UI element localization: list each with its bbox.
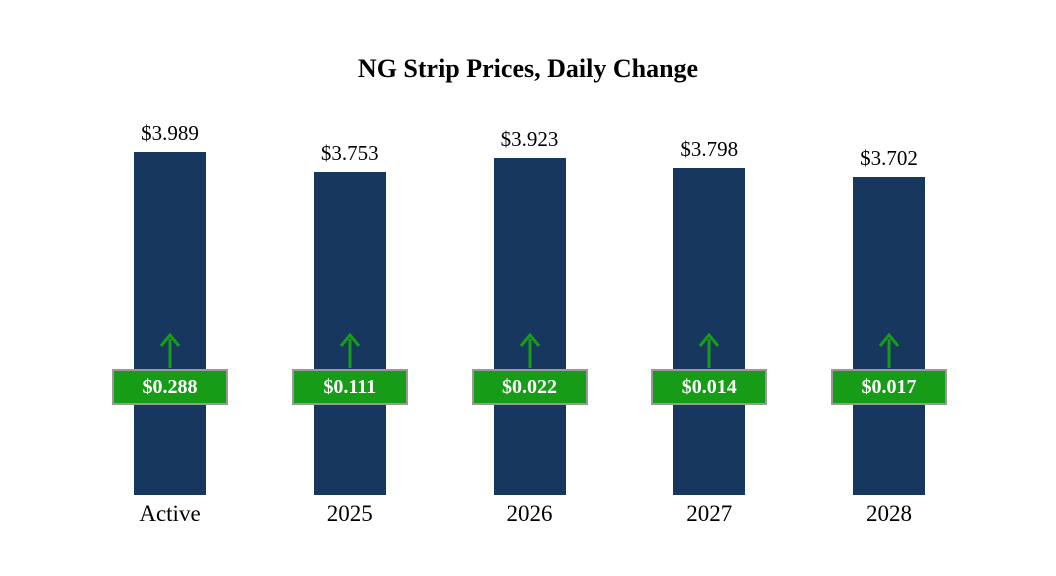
change-badge: $0.014: [651, 369, 768, 405]
up-arrow-icon: [878, 332, 900, 368]
category-label: 2028: [866, 501, 912, 526]
price-label: $3.798: [680, 137, 739, 162]
up-arrow-icon: [159, 332, 181, 368]
bar-group: $3.798 $0.014 2027: [619, 0, 799, 576]
change-badge: $0.111: [291, 369, 408, 405]
bar-group: $3.753 $0.111 2025: [260, 0, 440, 576]
change-badge: $0.022: [471, 369, 588, 405]
chart-title: NG Strip Prices, Daily Change: [357, 54, 699, 83]
bar-group: $3.989 $0.288 Active: [80, 0, 260, 576]
change-badge: $0.017: [831, 369, 947, 405]
bar: [493, 157, 566, 495]
price-label: $3.753: [320, 141, 379, 166]
price-label: $3.923: [500, 126, 559, 151]
category-label: 2026: [506, 501, 553, 526]
change-badge: $0.288: [112, 369, 228, 405]
category-label: 2027: [686, 501, 733, 526]
bar-group: $3.923 $0.022 2026: [440, 0, 620, 576]
category-label: 2025: [326, 501, 373, 526]
category-label: Active: [139, 501, 201, 526]
up-arrow-icon: [699, 332, 720, 368]
price-label: $3.702: [860, 145, 918, 170]
bar-group: $3.702 $0.017 2028: [799, 0, 979, 576]
price-label: $3.989: [141, 120, 199, 145]
up-arrow-icon: [339, 332, 360, 368]
bar: [134, 151, 206, 495]
up-arrow-icon: [519, 332, 540, 368]
bar: [673, 168, 746, 495]
